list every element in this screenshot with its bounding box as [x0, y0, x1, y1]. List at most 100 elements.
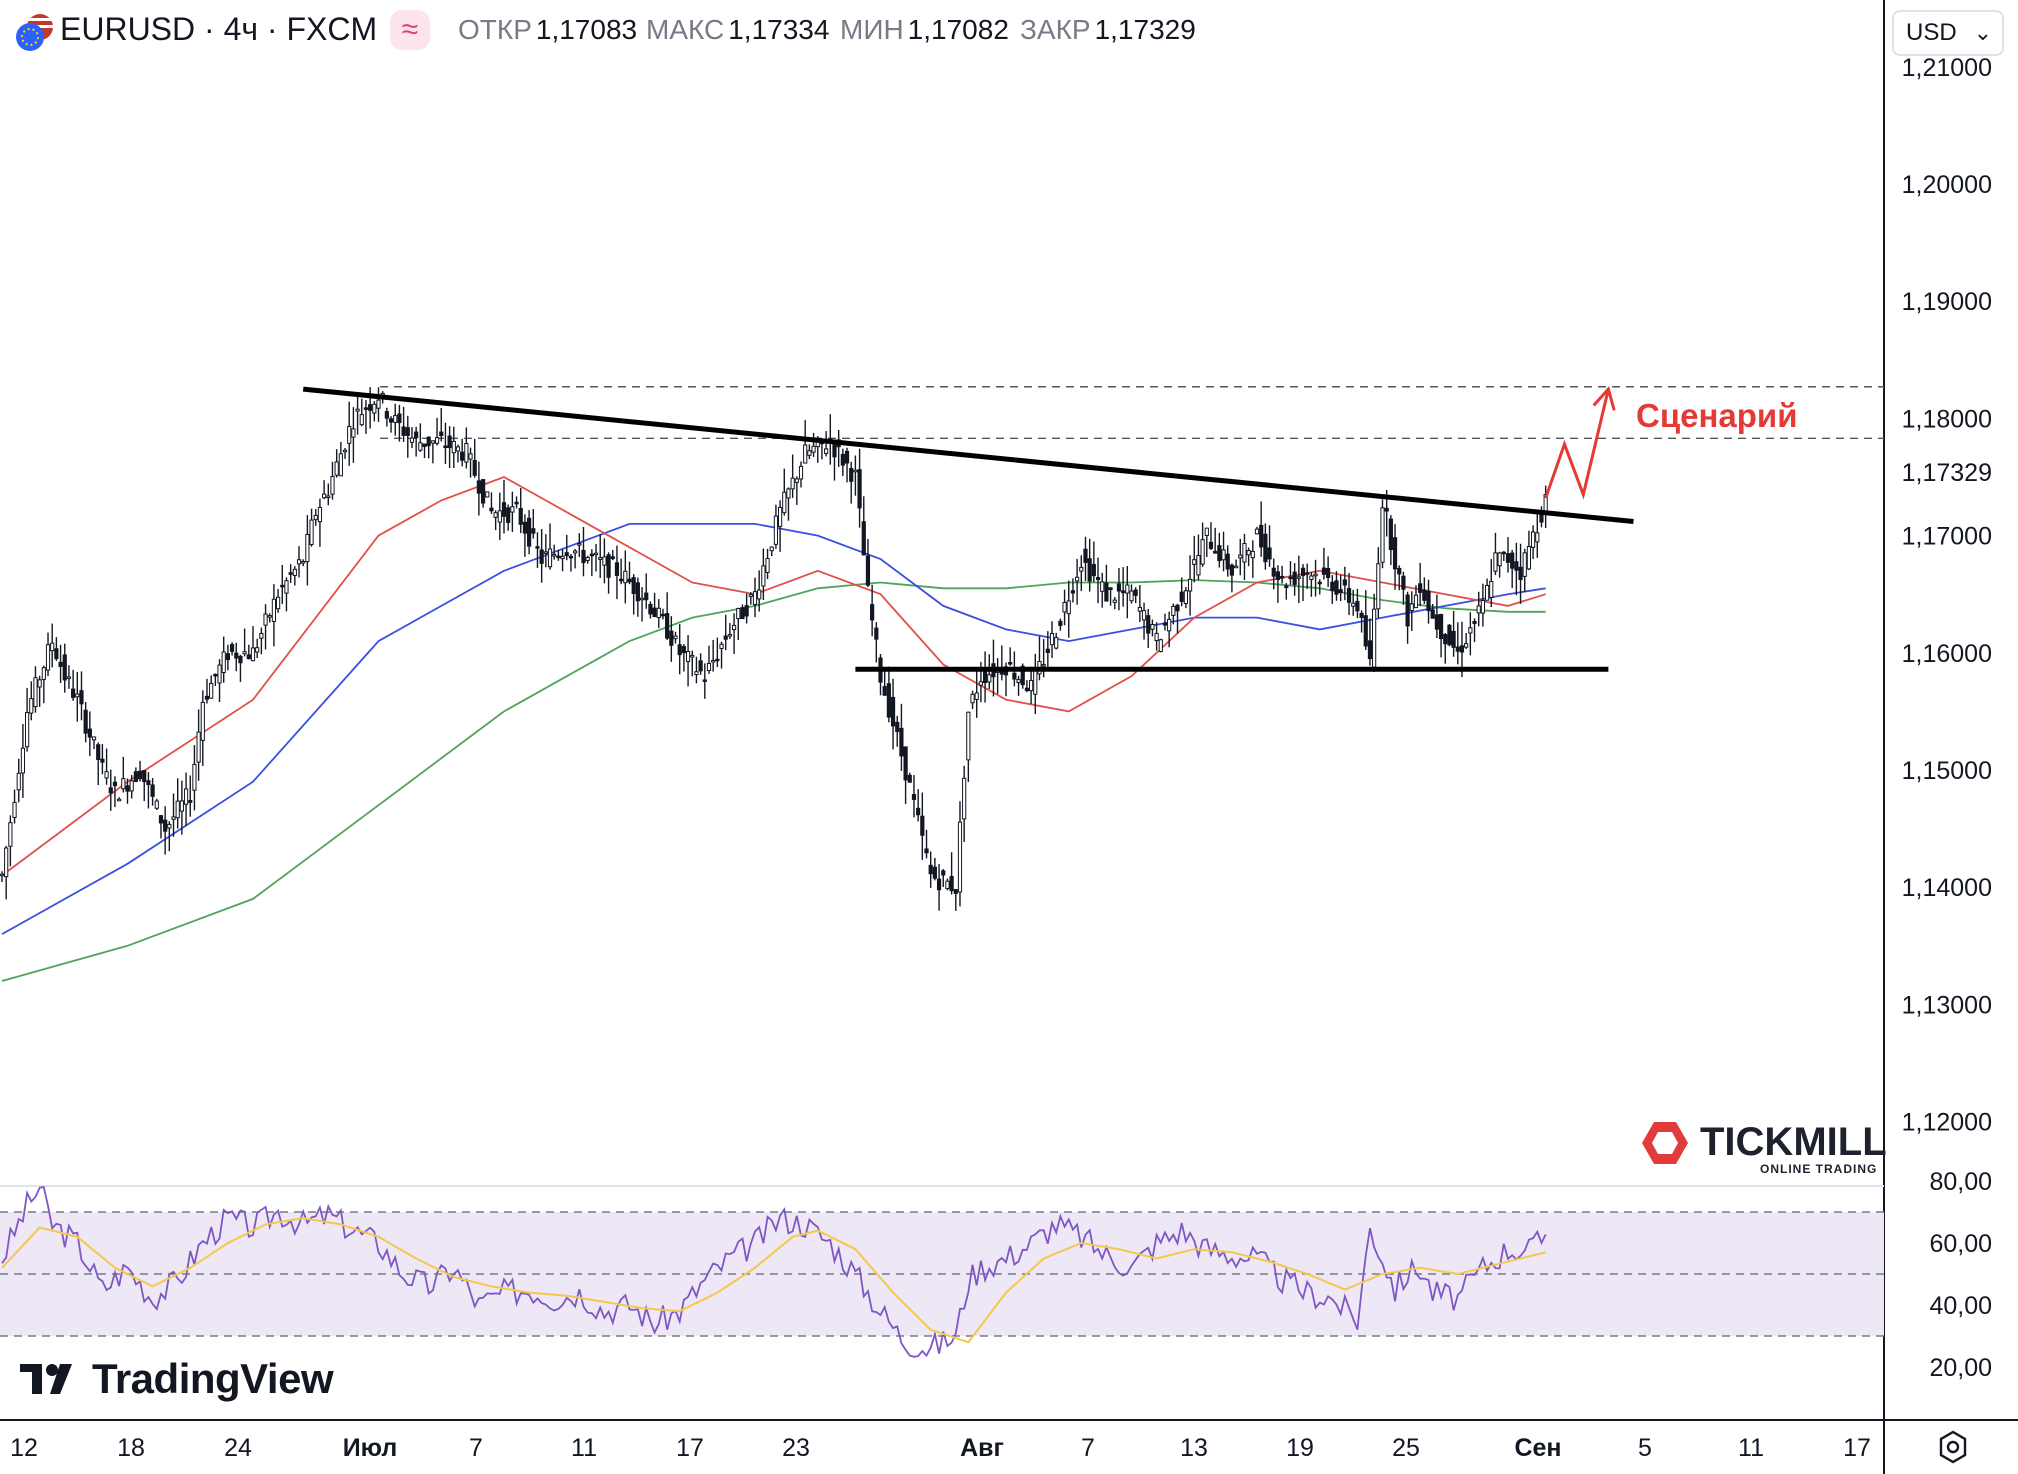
candle-body [1066, 600, 1071, 615]
candle-body [1300, 567, 1306, 577]
time-tick-label: 11 [571, 1434, 597, 1462]
rsi-tick-label: 60,00 [1929, 1230, 1992, 1258]
candle-body [1254, 528, 1260, 535]
candle-body [1330, 581, 1335, 591]
candle-body [158, 815, 164, 824]
candle-body [1024, 687, 1030, 692]
candle-body [1070, 590, 1076, 594]
candle-body [1292, 571, 1297, 585]
candle-body [1480, 599, 1486, 614]
candle-body [451, 440, 456, 454]
candle-body [1108, 587, 1113, 590]
currency-select[interactable]: USD ⌄ [1892, 10, 2004, 56]
candle-body [50, 642, 55, 652]
candle-body [326, 495, 331, 498]
ema-blue-line [1, 523, 1546, 935]
candle-body [20, 747, 26, 774]
candle-body [1539, 514, 1544, 523]
candle-body [489, 507, 494, 512]
candle-body [79, 690, 84, 705]
candle-body [857, 469, 862, 509]
candle-body [284, 580, 289, 594]
ohlc-low: МИН 1,17082 [840, 14, 1009, 46]
ema-green-line [1, 579, 1546, 982]
candle-body [137, 770, 143, 780]
candle-body [736, 608, 741, 620]
price-tick-label: 1,19000 [1902, 288, 1992, 316]
candle-body [1091, 563, 1096, 577]
candle-body [518, 507, 523, 525]
candle-body [514, 501, 519, 505]
candle-body [1049, 633, 1055, 646]
price-tick-label: 1,13000 [1902, 991, 1992, 1019]
candle-body [761, 565, 766, 587]
currency-value: USD [1906, 19, 1957, 46]
candle-body [928, 864, 933, 875]
time-tick-label: 17 [676, 1434, 704, 1462]
candle-body [1388, 518, 1393, 551]
candle-body [1476, 605, 1481, 614]
candle-body [1447, 624, 1452, 646]
candle-body [1305, 572, 1310, 575]
candle-body [778, 506, 783, 527]
candle-body [1246, 550, 1251, 556]
candle-body [916, 807, 921, 816]
candle-body [1526, 546, 1532, 570]
open-value: 1,17083 [535, 14, 638, 45]
eurusd-flag-icon [16, 14, 53, 51]
candle-body [1326, 567, 1331, 579]
candle-body [476, 480, 481, 494]
candle-body [313, 514, 318, 521]
candle-body [1054, 637, 1059, 649]
symbol-title[interactable]: EURUSD · 4ч · FXCM [60, 11, 378, 47]
candle-body [355, 408, 360, 412]
candle-body [163, 819, 168, 832]
candles-group [0, 387, 1548, 911]
candle-body [811, 445, 816, 453]
time-tick-label: 13 [1180, 1434, 1208, 1462]
candle-body [1204, 527, 1209, 536]
close-value: 1,17329 [1094, 14, 1196, 45]
candle-body [1146, 615, 1151, 634]
wave-icon[interactable]: ≈ [390, 10, 430, 50]
candle-body [945, 880, 950, 890]
candle-body [824, 448, 829, 454]
candle-body [439, 431, 444, 437]
candle-body [1355, 600, 1360, 612]
chevron-down-icon: ⌄ [1973, 20, 1992, 45]
candle-body [769, 546, 774, 552]
candle-body [1217, 545, 1222, 562]
candle-body [506, 507, 511, 523]
candle-body [384, 411, 389, 419]
candle-body [619, 578, 624, 582]
high-label: МАКС [646, 14, 725, 45]
candle-body [225, 653, 231, 661]
candle-body [665, 613, 670, 639]
candle-body [192, 763, 197, 791]
candle-body [1455, 646, 1460, 652]
candle-body [1384, 507, 1389, 512]
candle-body [798, 465, 804, 480]
candle-body [719, 643, 724, 649]
settings-gear-icon[interactable] [1936, 1430, 1970, 1464]
candle-body [12, 801, 17, 818]
time-tick-label: 18 [117, 1434, 145, 1462]
candle-body [1426, 590, 1431, 612]
candle-body [547, 548, 553, 568]
candle-body [556, 555, 561, 559]
candle-body [598, 557, 603, 560]
candle-body [397, 413, 402, 424]
tickmill-logo: TICKMILL ONLINE TRADING [1640, 1120, 1887, 1176]
candle-body [334, 461, 339, 476]
candle-body [623, 570, 628, 584]
candle-body [1443, 634, 1448, 645]
candle-body [911, 794, 917, 800]
time-tick-label: 17 [1843, 1434, 1871, 1462]
candle-body [83, 709, 88, 734]
candle-body [1380, 507, 1385, 563]
candle-body [1493, 552, 1498, 572]
candle-body [853, 469, 858, 473]
candle-body [1501, 551, 1506, 555]
candle-body [1221, 549, 1226, 561]
